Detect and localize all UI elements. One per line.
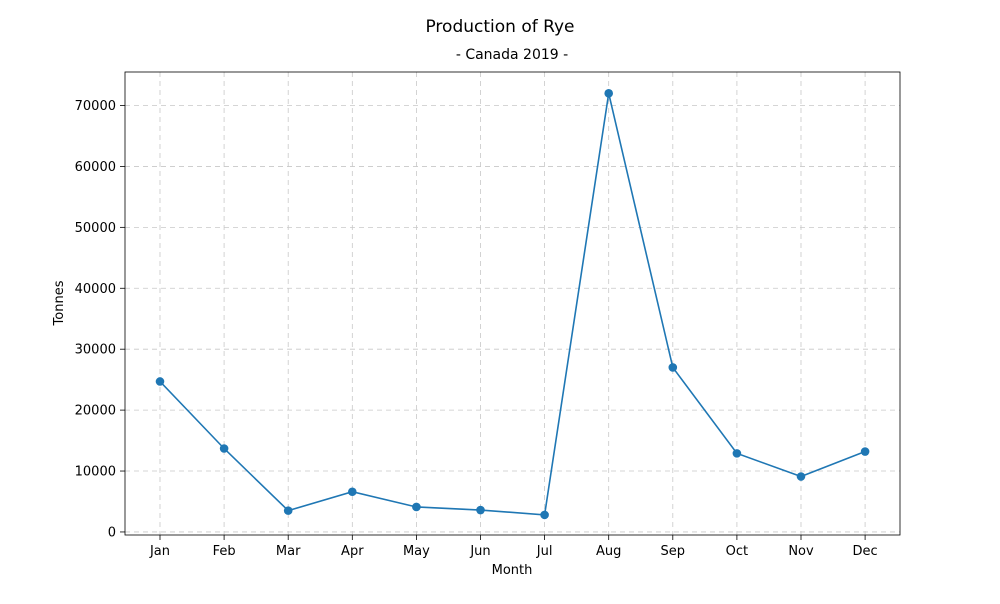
series-line	[159, 93, 866, 516]
data-point-dec	[860, 447, 870, 456]
data-point-nov	[796, 472, 806, 481]
data-point-jan	[155, 377, 165, 386]
y-tick-label: 20000	[75, 404, 116, 419]
x-tick-label: Oct	[726, 544, 748, 559]
data-point-jun	[476, 505, 485, 515]
plot-area	[124, 71, 901, 536]
series-layer	[155, 89, 870, 520]
y-tick-label: 10000	[75, 465, 116, 480]
data-point-jul	[540, 510, 549, 520]
data-point-feb	[219, 444, 229, 453]
y-tick-label: 70000	[75, 99, 116, 114]
y-tick-label: 30000	[75, 343, 116, 358]
data-point-may	[412, 502, 421, 512]
x-tick-label: Nov	[788, 544, 814, 559]
chart-subtitle: - Canada 2019 -	[456, 47, 568, 63]
x-tick-label: Feb	[213, 544, 236, 559]
x-tick-label: Apr	[341, 544, 364, 559]
data-point-sep	[668, 363, 678, 372]
data-point-apr	[348, 487, 357, 497]
x-tick-label: Aug	[596, 544, 621, 559]
y-tick-label: 50000	[75, 221, 116, 236]
grid	[125, 72, 900, 535]
x-axis-label: Month	[492, 563, 533, 578]
x-tick-label: Mar	[276, 544, 301, 559]
x-tick-label: Jul	[536, 544, 553, 559]
x-tick-label: Jan	[149, 544, 170, 559]
y-axis-label: Tonnes	[52, 280, 67, 326]
x-tick-label: May	[403, 544, 430, 559]
chart-title: Production of Rye	[425, 17, 574, 37]
x-tick-label: Jun	[469, 544, 490, 559]
x-tick-label: Sep	[661, 544, 686, 559]
y-tick-label: 0	[108, 525, 116, 540]
x-tick-label: Dec	[853, 544, 878, 559]
y-tick-label: 40000	[75, 282, 116, 297]
y-tick-label: 60000	[75, 160, 116, 175]
data-point-mar	[283, 506, 293, 515]
data-point-aug	[604, 89, 613, 98]
axis-ticks: Jan Feb Mar Apr May Jun Jul Aug Sep Oct Nov Dec 0 100…	[75, 99, 878, 559]
data-point-oct	[732, 449, 742, 458]
